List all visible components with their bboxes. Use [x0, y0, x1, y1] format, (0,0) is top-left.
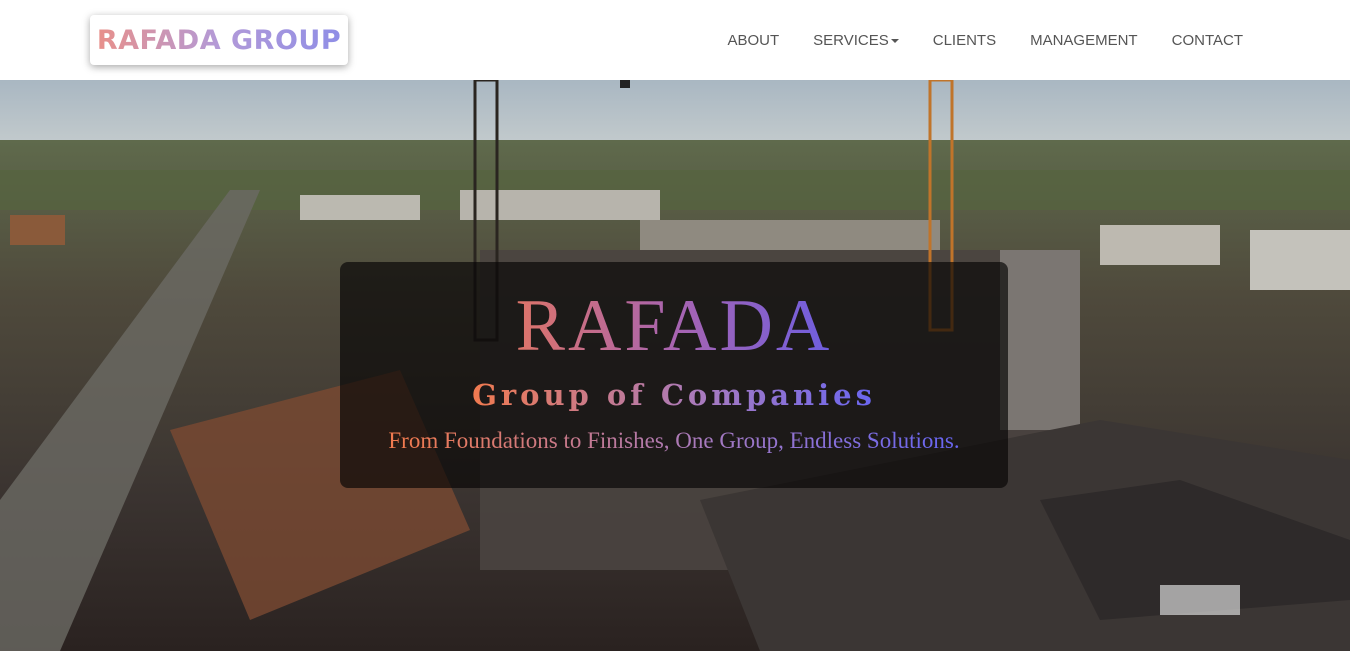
- nav-link[interactable]: CONTACT: [1172, 32, 1243, 49]
- nav-label[interactable]: SERVICES: [813, 32, 889, 49]
- nav-link[interactable]: ABOUT: [727, 32, 779, 49]
- nav-menu: ABOUT SERVICES CLIENTS MANAGEMENT CONTAC…: [727, 32, 1243, 49]
- nav-label[interactable]: ABOUT: [727, 32, 780, 49]
- nav-label[interactable]: CLIENTS: [932, 32, 997, 49]
- dropdown-caret[interactable]: [890, 38, 899, 43]
- nav-link[interactable]: CLIENTS: [933, 32, 996, 49]
- nav-label[interactable]: CONTACT: [1171, 32, 1243, 49]
- hero-tagline: From Foundations to Finishes, One Group,…: [340, 428, 1008, 454]
- hero: RAFADA Group of Companies From Foundatio…: [0, 80, 1350, 651]
- nav-label[interactable]: MANAGEMENT: [1030, 32, 1138, 49]
- nav-link[interactable]: MANAGEMENT: [1030, 32, 1138, 49]
- nav-link[interactable]: SERVICES: [813, 32, 899, 49]
- logo[interactable]: RAFADA GROUP: [90, 15, 348, 65]
- hero-subtitle: Group of Companies: [340, 378, 1008, 412]
- logo-text[interactable]: RAFADA GROUP: [96, 24, 342, 56]
- hero-title: RAFADA: [340, 286, 1008, 366]
- navbar: RAFADA GROUP ABOUT SERVICES CLIENTS MANA…: [0, 0, 1350, 80]
- hero-banner: RAFADA Group of Companies From Foundatio…: [340, 262, 1008, 488]
